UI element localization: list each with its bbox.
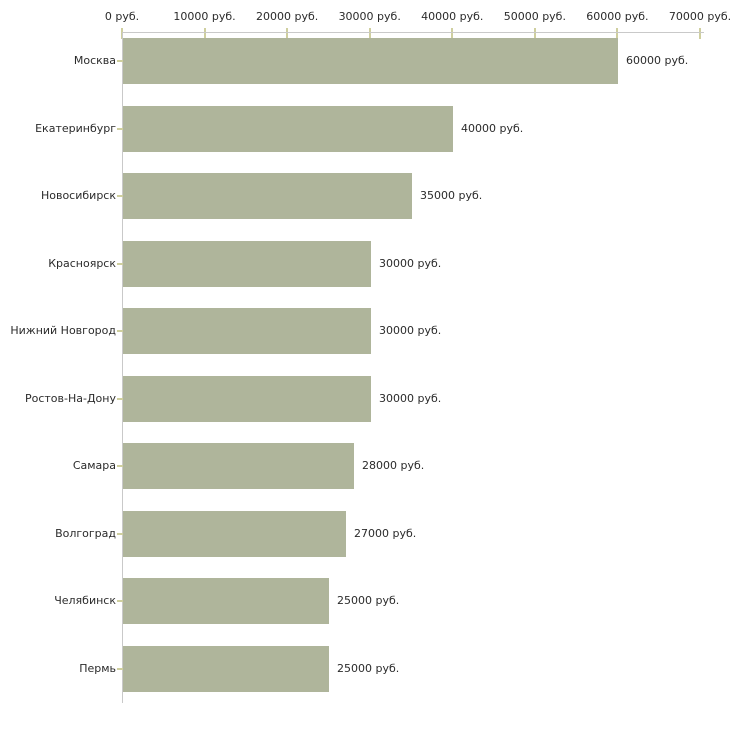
x-axis-tick-label: 70000 руб. xyxy=(668,10,730,23)
y-axis-tick-mark xyxy=(117,330,123,333)
x-axis-tick-label: 30000 руб. xyxy=(338,10,401,23)
value-label: 30000 руб. xyxy=(379,324,442,338)
value-label: 25000 руб. xyxy=(337,661,400,675)
value-label: 28000 руб. xyxy=(362,459,425,473)
value-label: 27000 руб. xyxy=(354,526,417,540)
category-label: Волгоград xyxy=(55,526,116,540)
category-label: Ростов-На-Дону xyxy=(24,391,116,405)
category-label: Новосибирск xyxy=(40,189,116,203)
bar xyxy=(123,375,371,422)
y-axis-tick-mark xyxy=(117,532,123,535)
x-axis-tick-label: 50000 руб. xyxy=(503,10,566,23)
category-label: Нижний Новгород xyxy=(10,324,116,338)
value-label: 30000 руб. xyxy=(379,391,442,405)
bar xyxy=(123,240,371,287)
y-axis-tick-mark xyxy=(117,397,123,400)
x-axis-tick-mark xyxy=(616,28,619,39)
x-axis-tick-label: 20000 руб. xyxy=(256,10,319,23)
x-axis-tick-mark xyxy=(699,28,701,39)
x-axis-tick-label: 40000 руб. xyxy=(421,10,484,23)
category-label: Красноярск xyxy=(48,256,116,270)
y-axis-tick-mark xyxy=(117,60,123,62)
y-axis-tick-mark xyxy=(117,262,123,265)
x-axis-line xyxy=(122,32,704,33)
bar xyxy=(123,105,453,152)
x-axis-tick-label: 0 руб. xyxy=(104,10,140,23)
category-label: Москва xyxy=(73,54,116,67)
x-axis-tick-label: 10000 руб. xyxy=(173,10,236,23)
category-label: Пермь xyxy=(79,661,116,675)
y-axis-tick-mark xyxy=(117,465,123,468)
x-axis-tick-mark xyxy=(451,28,454,39)
bar xyxy=(123,510,346,557)
bar xyxy=(123,308,371,355)
value-label: 35000 руб. xyxy=(420,189,483,203)
value-label: 60000 руб. xyxy=(626,54,689,67)
x-axis-tick-mark xyxy=(533,28,536,39)
x-axis-tick-mark xyxy=(286,28,289,39)
value-label: 40000 руб. xyxy=(461,121,524,135)
bar xyxy=(123,173,412,220)
x-axis-tick-mark xyxy=(203,28,206,39)
y-axis-tick-mark xyxy=(117,600,123,603)
y-axis-tick-mark xyxy=(117,667,123,670)
category-label: Самара xyxy=(72,459,116,473)
bar xyxy=(123,578,329,625)
y-axis-tick-mark xyxy=(117,127,123,130)
value-label: 30000 руб. xyxy=(379,256,442,270)
bar xyxy=(123,645,329,692)
bar xyxy=(123,443,354,490)
x-axis-tick-mark xyxy=(368,28,371,39)
y-axis-tick-mark xyxy=(117,195,123,198)
value-label: 25000 руб. xyxy=(337,594,400,608)
bar xyxy=(123,38,618,84)
category-label: Екатеринбург xyxy=(35,121,116,135)
category-label: Челябинск xyxy=(54,594,116,608)
y-axis-line xyxy=(122,32,123,703)
x-axis-tick-label: 60000 руб. xyxy=(586,10,649,23)
